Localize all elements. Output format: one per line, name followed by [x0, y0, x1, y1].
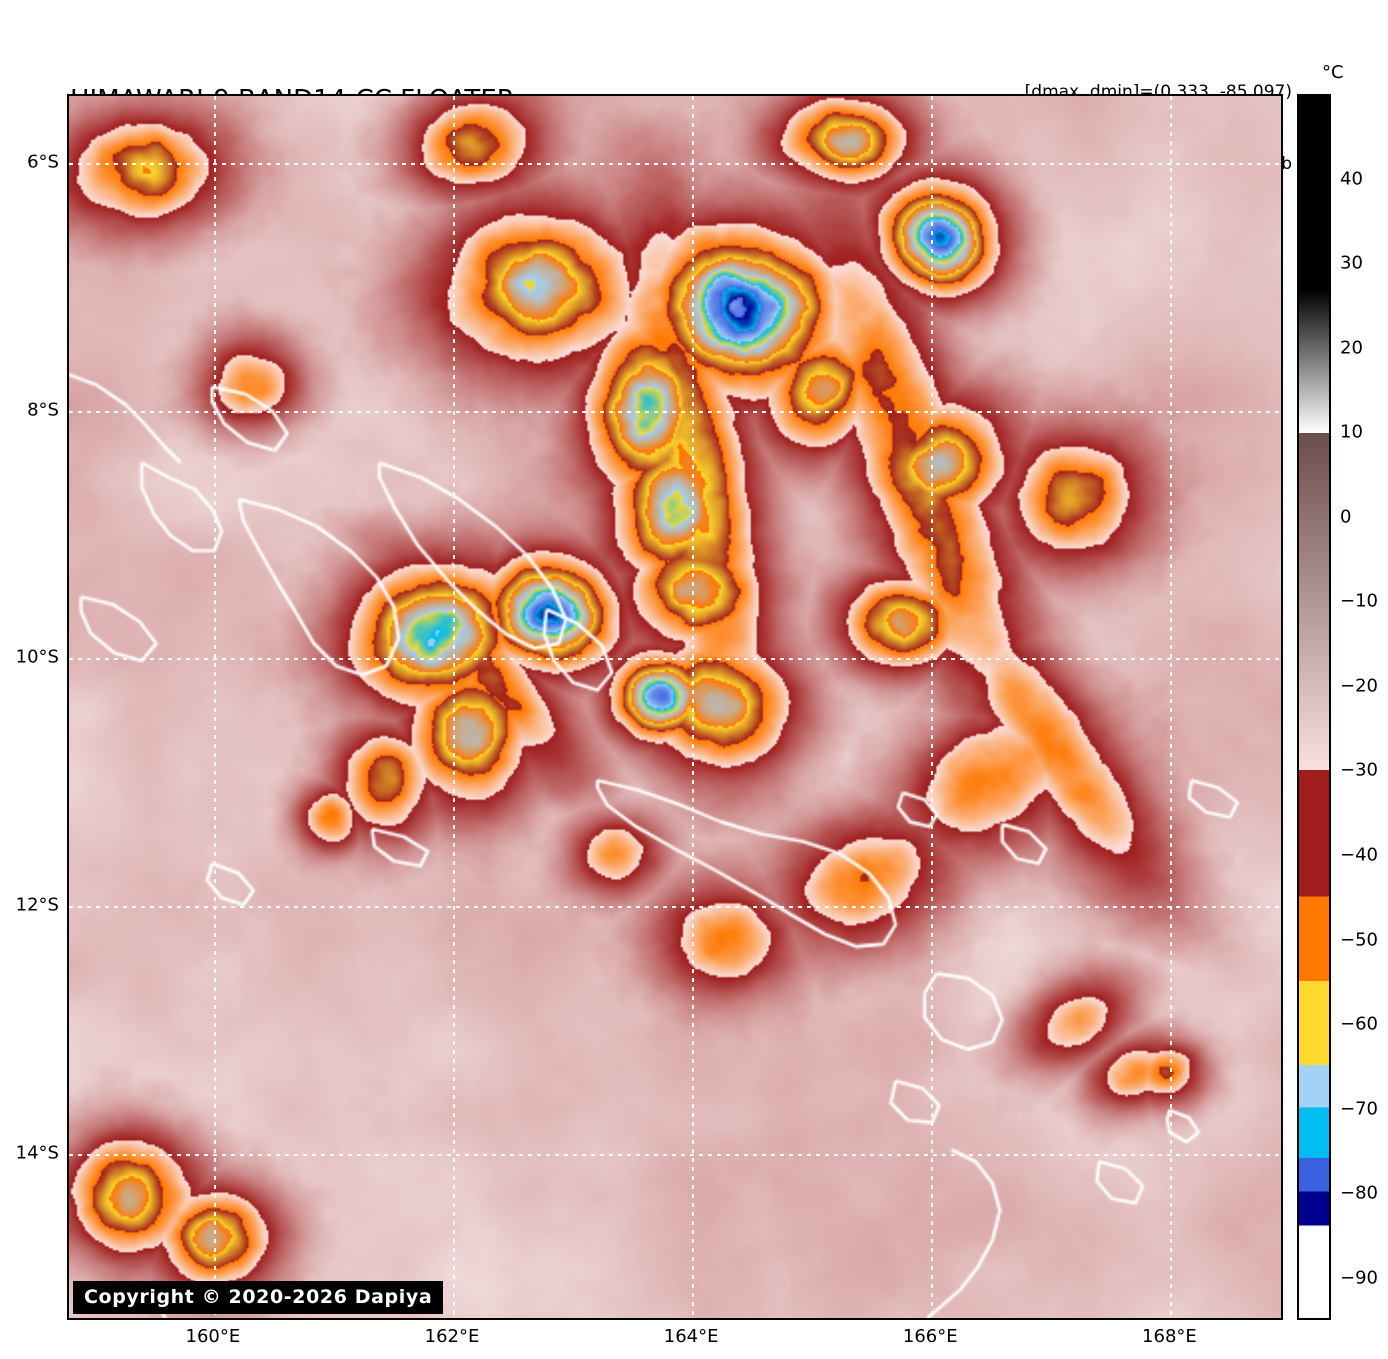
colorbar-tick-label: 30: [1340, 252, 1363, 274]
longitude-tick-label: 168°E: [1142, 1326, 1197, 1347]
colorbar-tick-label: 10: [1340, 421, 1363, 443]
colorbar-tick-label: −60: [1340, 1013, 1378, 1035]
colorbar-tick-label: −20: [1340, 675, 1378, 697]
satellite-infrared-raster: [69, 96, 1281, 1318]
copyright-banner: Copyright © 2020-2026 Dapiya: [73, 1281, 444, 1314]
latitude-tick-label: 14°S: [15, 1142, 59, 1164]
temperature-colorbar[interactable]: [1297, 94, 1331, 1320]
longitude-tick-label: 164°E: [663, 1326, 719, 1347]
colorbar-tick-label: −40: [1340, 844, 1378, 866]
colorbar-tick-label: −30: [1340, 759, 1378, 781]
latitude-tick-label: 10°S: [15, 646, 59, 668]
longitude-tick-label: 166°E: [902, 1326, 958, 1347]
colorbar-tick-label: −50: [1340, 929, 1378, 951]
latitude-tick-label: 12°S: [15, 894, 59, 916]
colorbar-tick-label: −90: [1340, 1267, 1378, 1289]
colorbar-tick-label: −80: [1340, 1182, 1378, 1204]
colorbar-tick-label: 20: [1340, 337, 1363, 359]
colorbar-tick-label: 0: [1340, 506, 1352, 528]
longitude-tick-label: 160°E: [185, 1326, 241, 1347]
satellite-image-plot[interactable]: Copyright © 2020-2026 Dapiya: [67, 94, 1283, 1320]
colorbar-gradient: [1299, 96, 1329, 1318]
colorbar-tick-label: 40: [1340, 168, 1363, 190]
colorbar-tick-label: −10: [1340, 590, 1378, 612]
colorbar-tick-label: −70: [1340, 1098, 1378, 1120]
latitude-tick-label: 8°S: [27, 399, 59, 421]
colorbar-unit-label: °C: [1322, 62, 1344, 83]
latitude-tick-label: 6°S: [27, 151, 59, 173]
longitude-tick-label: 162°E: [424, 1326, 480, 1347]
